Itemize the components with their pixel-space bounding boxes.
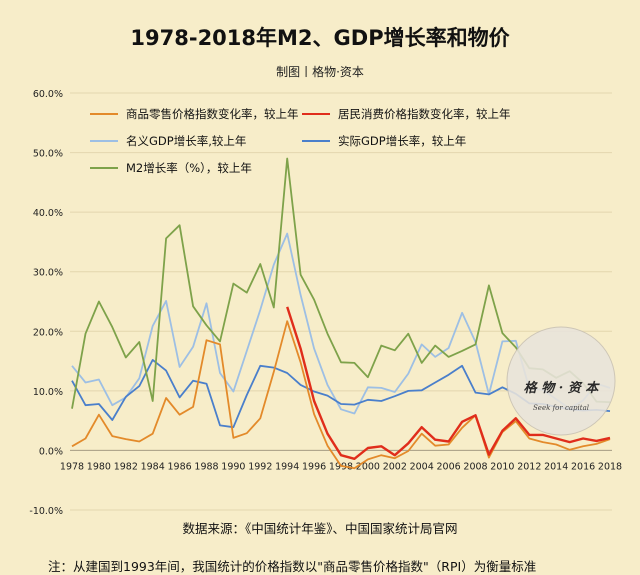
x-tick-label: 1996 [302,461,326,472]
legend-item: M2增长率（%），较上年 [90,160,252,176]
y-tick-label: 0.0% [39,446,63,457]
legend-item: 居民消费价格指数变化率，较上年 [302,106,511,122]
watermark-logo-text: 格 物 · 资 本 [524,380,601,396]
legend-swatch-m2 [90,167,118,169]
watermark-stamp: 格 物 · 资 本 Seek for capital [506,326,616,436]
y-tick-label: 20.0% [33,327,63,338]
chart-title: 1978-2018年M2、GDP增长率和物价 [130,26,510,50]
y-tick-label: -10.0% [29,506,63,517]
legend-label: 居民消费价格指数变化率，较上年 [338,107,511,121]
legend-swatch-rpi [90,113,118,115]
chart-grid [70,92,612,511]
series-line [71,320,611,470]
y-axis: -10.0% 0.0% 10.0% 20.0% 30.0% 40.0% 50.0% 60.0% [29,89,63,517]
chart-subtitle: 制图丨格物·资本 [276,65,364,79]
x-tick-label: 2010 [490,461,514,472]
legend-item: 商品零售价格指数变化率，较上年 [90,106,299,122]
legend-label: M2增长率（%），较上年 [126,161,252,175]
watermark-tagline: Seek for capital [533,404,589,412]
x-tick-label: 1986 [168,461,192,472]
legend-swatch-real-gdp [302,140,330,142]
x-tick-label: 2014 [544,461,568,472]
x-tick-label: 2004 [410,461,434,472]
y-tick-label: 30.0% [33,268,63,279]
legend-swatch-cpi [302,113,330,115]
x-tick-label: 1984 [141,461,165,472]
legend-label: 实际GDP增长率，较上年 [338,134,467,148]
legend-item: 名义GDP增长率,较上年 [90,133,246,149]
x-tick-label: 2018 [598,461,622,472]
x-tick-label: 2012 [517,461,541,472]
x-tick-label: 1982 [114,461,138,472]
x-tick-label: 1998 [329,461,353,472]
x-tick-label: 2002 [383,461,407,472]
legend-item: 实际GDP增长率，较上年 [302,133,466,149]
x-tick-label: 1992 [248,461,272,472]
x-tick-label: 2006 [437,461,461,472]
series-line [286,306,611,460]
x-tick-label: 1980 [87,461,111,472]
footnote: 注：从建国到1993年间，我国统计的价格指数以"商品零售价格指数"（RPI）为衡… [48,559,537,574]
x-tick-label: 2016 [571,461,595,472]
data-source: 数据来源：《中国统计年鉴》、中国国家统计局官网 [182,521,458,536]
y-tick-label: 50.0% [33,149,63,160]
y-tick-label: 40.0% [33,208,63,219]
legend-label: 名义GDP增长率,较上年 [126,134,247,148]
x-tick-label: 1994 [275,461,299,472]
y-tick-label: 10.0% [33,387,63,398]
y-tick-label: 60.0% [33,89,63,100]
x-axis: 1978 1980 1982 1984 1986 1988 1990 1992 1994 1996… [60,461,622,472]
x-tick-label: 1988 [194,461,218,472]
x-tick-label: 1978 [60,461,84,472]
legend-swatch-nominal-gdp [90,140,118,142]
x-tick-label: 1990 [221,461,245,472]
x-tick-label: 2000 [356,461,380,472]
legend-label: 商品零售价格指数变化率，较上年 [126,107,299,121]
x-tick-label: 2008 [463,461,487,472]
